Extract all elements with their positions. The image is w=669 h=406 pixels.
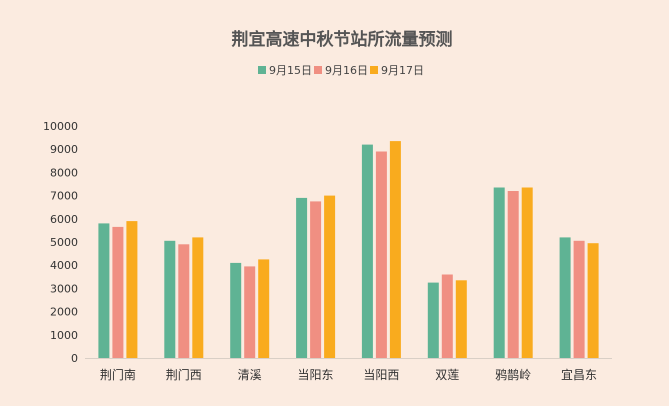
bars-group — [98, 141, 599, 358]
bar — [361, 144, 373, 358]
bar — [441, 274, 453, 358]
legend-label: 9月16日 — [325, 64, 368, 77]
y-tick-label: 4000 — [50, 259, 78, 272]
x-tick-label: 荆门西 — [166, 367, 202, 382]
legend-swatch — [370, 66, 378, 74]
bar — [126, 221, 138, 358]
bar — [192, 237, 204, 358]
legend-swatch — [258, 66, 266, 74]
y-tick-label: 8000 — [50, 166, 78, 179]
y-tick-label: 2000 — [50, 306, 78, 319]
x-axis: 荆门南 荆门西 清溪 当阳东 当阳西 双莲 鸦鹊岭 宜昌东 — [85, 358, 612, 382]
x-tick-label: 当阳东 — [298, 368, 334, 382]
y-tick-label: 9000 — [50, 143, 78, 156]
bar — [573, 240, 585, 358]
bar — [324, 195, 336, 358]
bar — [507, 191, 519, 358]
x-tick-label: 荆门南 — [100, 367, 136, 382]
y-axis: 0 1000 2000 3000 4000 5000 6000 7000 8000 9000 100… — [43, 120, 78, 365]
bar — [587, 243, 599, 358]
x-tick-label: 宜昌东 — [561, 367, 597, 382]
bar — [310, 201, 322, 358]
legend: 9月15日 9月16日 9月17日 — [258, 64, 424, 77]
bar — [559, 237, 571, 358]
bar — [493, 187, 505, 358]
x-tick-label: 鸦鹊岭 — [495, 367, 531, 382]
y-tick-label: 3000 — [50, 282, 78, 295]
bar — [375, 151, 387, 358]
bar — [164, 240, 176, 358]
legend-swatch — [314, 66, 322, 74]
bar — [296, 197, 308, 358]
y-tick-label: 0 — [71, 352, 78, 365]
bar — [521, 187, 533, 358]
bar — [427, 282, 439, 358]
bar — [178, 244, 190, 358]
legend-label: 9月15日 — [269, 64, 312, 77]
y-tick-label: 6000 — [50, 213, 78, 226]
y-tick-label: 1000 — [50, 329, 78, 342]
y-tick-label: 10000 — [43, 120, 78, 133]
bar — [98, 223, 110, 358]
bar — [258, 259, 270, 358]
chart-title: 荆宜高速中秋节站所流量预测 — [232, 29, 453, 50]
x-tick-label: 双莲 — [435, 368, 459, 382]
y-tick-label: 5000 — [50, 236, 78, 249]
legend-label: 9月17日 — [381, 64, 424, 77]
x-tick-label: 当阳西 — [363, 368, 399, 382]
bar — [230, 262, 242, 358]
bar — [389, 141, 401, 358]
bar — [244, 266, 256, 358]
bar — [455, 280, 467, 358]
bar — [112, 226, 124, 358]
x-tick-label: 清溪 — [238, 368, 262, 382]
y-tick-label: 7000 — [50, 190, 78, 203]
